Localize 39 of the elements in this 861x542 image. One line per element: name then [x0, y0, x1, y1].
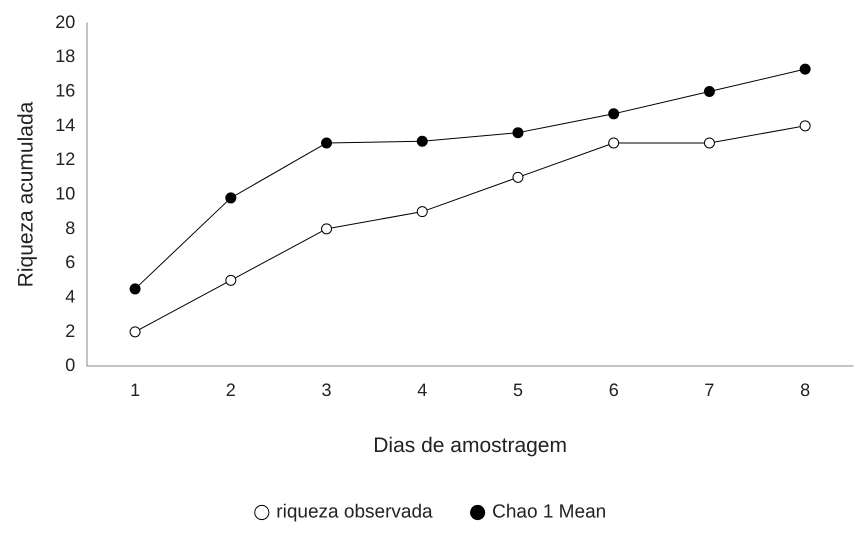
point	[800, 64, 811, 75]
y-tick-label: 0	[65, 355, 76, 376]
x-tick-label: 8	[800, 380, 810, 400]
point	[512, 127, 524, 138]
point	[321, 137, 332, 148]
x-tick-label: 4	[417, 380, 428, 400]
point	[608, 137, 620, 148]
x-axis-title: Dias de amostragem	[373, 434, 567, 458]
point	[130, 283, 141, 294]
y-tick-label: 10	[55, 183, 76, 204]
point	[225, 192, 236, 204]
legend-label: riqueza observada	[276, 502, 434, 523]
x-tick-label: 3	[322, 380, 332, 400]
y-tick-label: 8	[65, 218, 76, 238]
y-tick-label: 18	[55, 46, 76, 66]
y-tick-label: 16	[55, 80, 76, 100]
point	[416, 136, 428, 147]
point	[704, 137, 715, 148]
y-tick-label: 4	[65, 286, 76, 306]
point	[130, 326, 141, 338]
x-tick-label: 6	[608, 380, 619, 400]
y-tick-label: 20	[55, 12, 76, 32]
point	[416, 206, 428, 218]
y-tick-label: 14	[55, 114, 76, 135]
legend-label: Chao 1 Mean	[492, 502, 606, 523]
point	[321, 223, 332, 234]
point	[225, 274, 236, 286]
point	[512, 172, 524, 183]
y-tick-label: 2	[65, 320, 76, 341]
point	[800, 120, 811, 132]
y-axis-title: Riqueza acumulada	[14, 101, 38, 288]
y-tick-label: 6	[65, 252, 76, 272]
point	[704, 86, 715, 97]
x-tick-label: 5	[512, 380, 523, 400]
y-tick-label: 12	[55, 149, 76, 170]
x-tick-label: 2	[226, 380, 236, 400]
x-tick-label: 1	[130, 380, 140, 400]
point	[608, 108, 620, 120]
x-tick-label: 7	[704, 380, 714, 400]
